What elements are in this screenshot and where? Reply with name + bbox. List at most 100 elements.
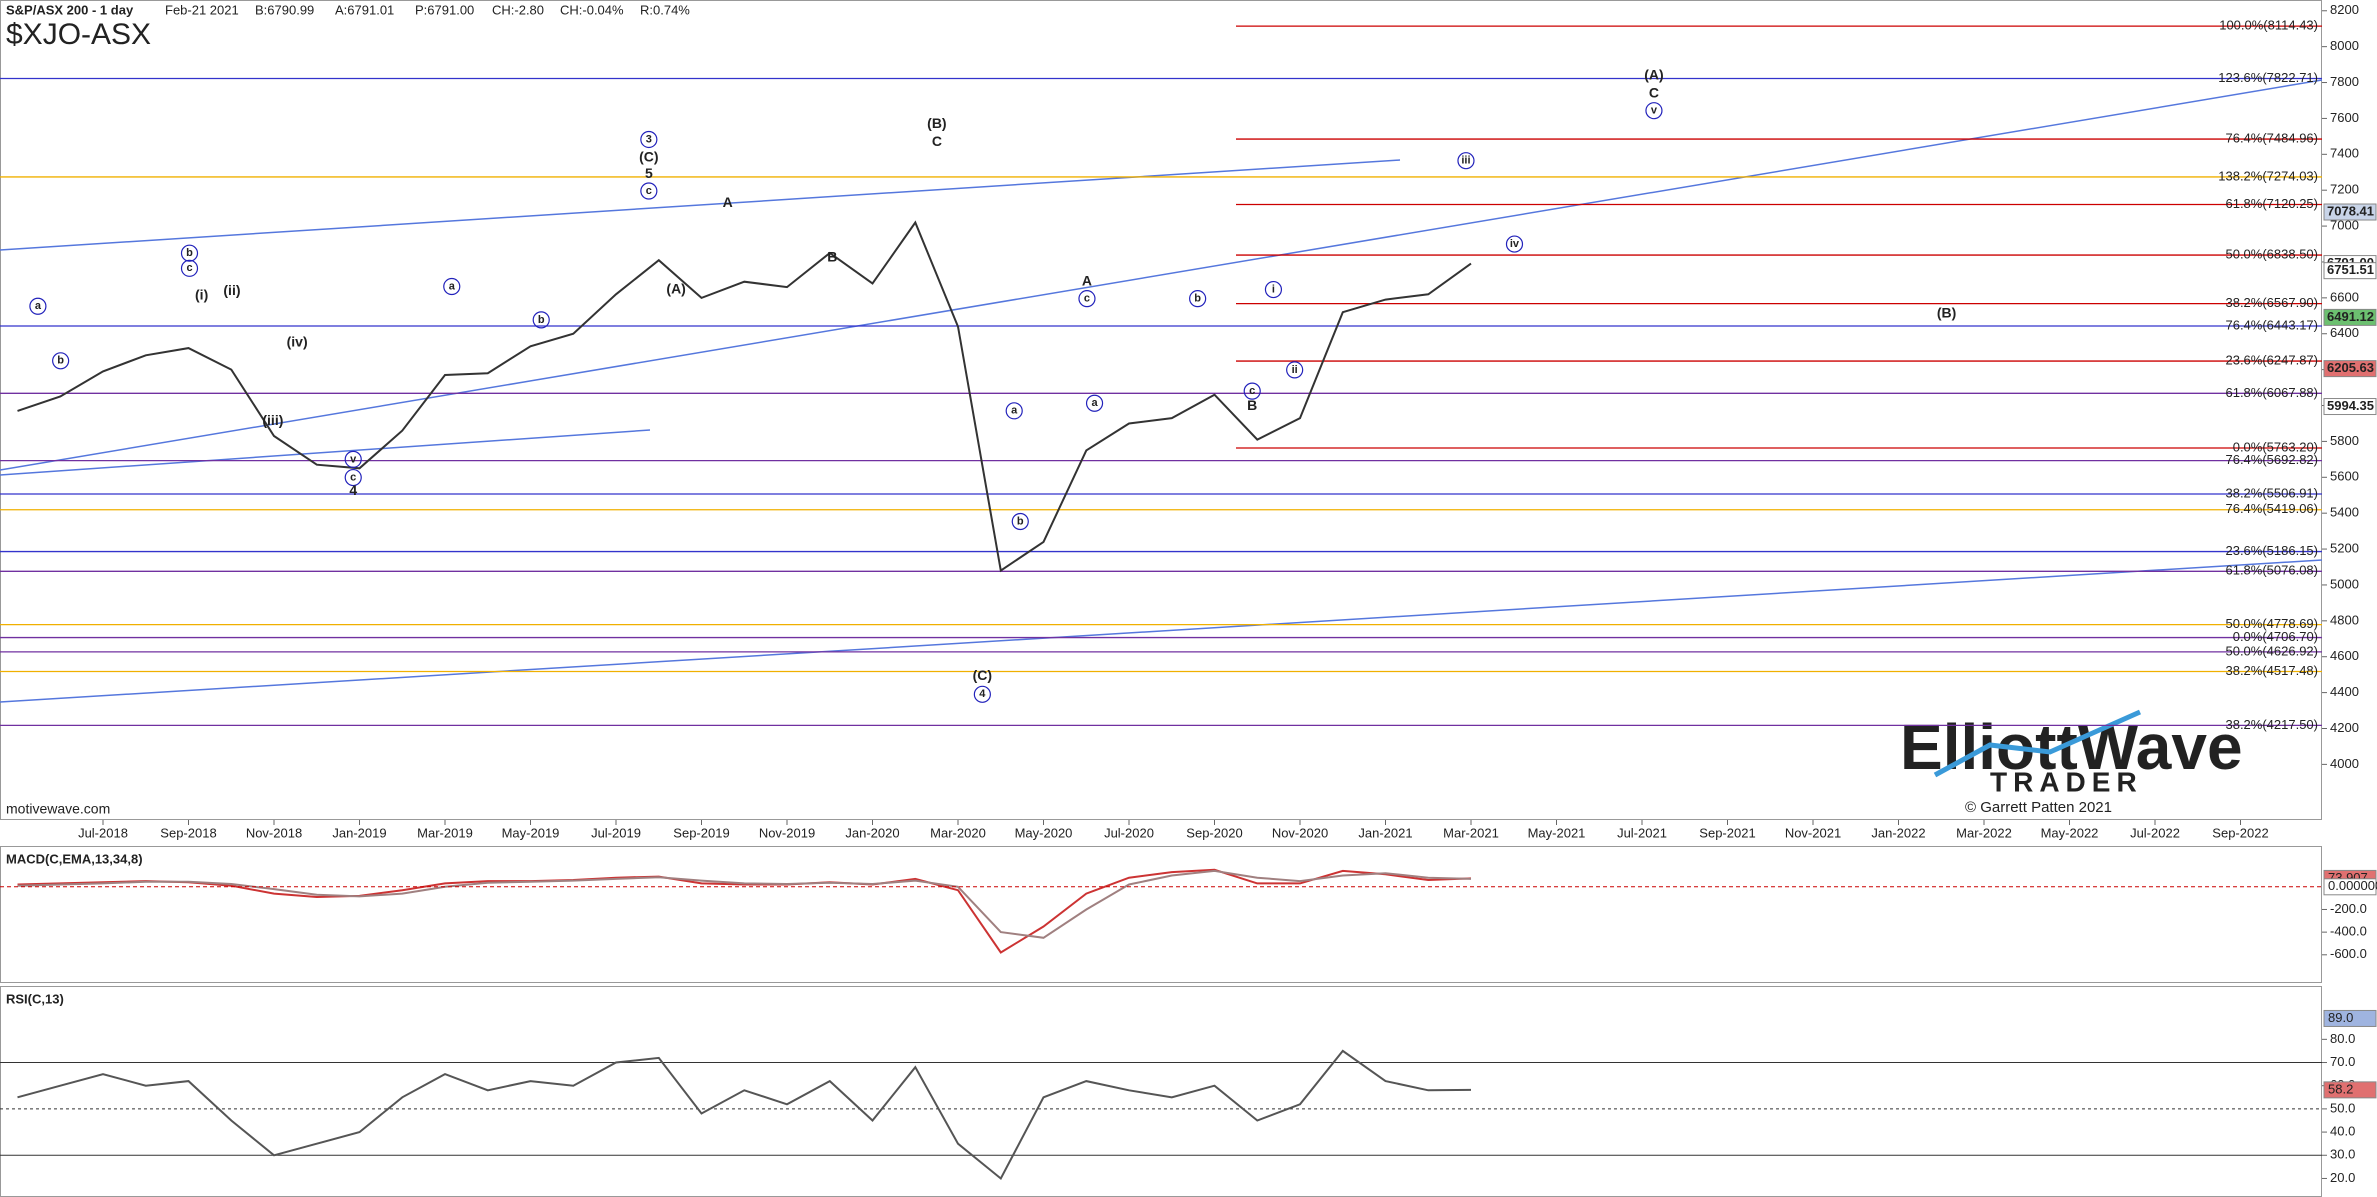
wave-circle: [1264, 280, 1283, 299]
symbol: $XJO-ASX: [6, 18, 151, 51]
x-tick-label: May-2019: [502, 825, 560, 840]
wave-label: c: [350, 471, 356, 483]
x-tick-label: Jan-2019: [332, 825, 386, 840]
wave-circle: [344, 450, 362, 468]
wave-label: a: [1011, 405, 1018, 417]
panel-title: MACD(C,EMA,13,34,8): [6, 851, 143, 866]
wave-label: v: [1651, 105, 1658, 117]
x-tick-label: Sep-2022: [2212, 825, 2268, 840]
fib-label: 38.2%(4217.50): [2225, 717, 2318, 732]
value-tag-label: 0.000000: [2328, 878, 2377, 893]
price-tag-label: 6205.63: [2327, 360, 2374, 375]
y-tick-label: 5400: [2330, 505, 2359, 520]
wave-label: (B): [1937, 305, 1956, 321]
fib-label: 0.0%(4706.70): [2233, 629, 2318, 644]
y-tick-label: 40.0: [2330, 1124, 2355, 1139]
y-tick-label: 6400: [2330, 325, 2359, 340]
header: S&P/ASX 200 - 1 day Feb-21 2021 B:6790.9…: [6, 2, 690, 17]
wave-circle: [973, 685, 991, 703]
wave-label: c: [1084, 293, 1090, 305]
wave-label: C: [932, 133, 942, 149]
wave-circle: [1505, 235, 1524, 253]
wave-circle: [1645, 102, 1663, 120]
fib-label: 38.2%(6567.90): [2225, 295, 2318, 310]
price-tag-label: 7078.41: [2327, 203, 2374, 218]
header-date: Feb-21 2021: [165, 2, 239, 17]
fib-label: 100.0%(8114.43): [2219, 18, 2318, 33]
wave-circle: [1189, 290, 1207, 308]
x-tick-label: Mar-2019: [417, 825, 473, 840]
fib-label: 61.8%(6067.88): [2225, 385, 2318, 400]
wave-label: 5: [645, 165, 653, 181]
price-tag: [2323, 360, 2377, 378]
value-tag: [2323, 878, 2377, 896]
watermark: motivewave.com: [6, 801, 110, 817]
macd-panel: [0, 846, 2322, 983]
trend-line: [0, 429, 651, 476]
x-tick-label: Nov-2018: [246, 825, 302, 840]
x-tick-label: Mar-2022: [1956, 825, 2012, 840]
wave-label: 3: [646, 133, 652, 145]
fib-label: 50.0%(6838.50): [2225, 246, 2318, 261]
wave-label: i: [1272, 283, 1275, 295]
wave-label: B: [1247, 397, 1257, 413]
x-tick-label: May-2021: [1528, 825, 1586, 840]
wave-label: (iv): [287, 333, 308, 349]
x-tick-label: Sep-2021: [1699, 825, 1755, 840]
wave-label: iii: [1461, 155, 1470, 167]
value-tag: [2323, 1081, 2377, 1099]
fib-label: 50.0%(4778.69): [2225, 616, 2318, 631]
wave-label: (ii): [223, 282, 240, 298]
logo: ElliottWave TRADER © Garrett Patten 2021: [1900, 709, 2243, 816]
wave-label: b: [1194, 293, 1201, 305]
wave-label: B: [827, 248, 837, 264]
y-tick-label: -200.0: [2330, 901, 2367, 916]
price-panel: [0, 0, 2322, 820]
y-tick-label: 8200: [2330, 2, 2359, 17]
y-tick-label: 7000: [2330, 218, 2359, 233]
price-tag: [2323, 203, 2377, 221]
wave-label: (A): [666, 280, 685, 296]
fib-label: 76.4%(6443.17): [2225, 317, 2318, 332]
x-tick-label: Sep-2018: [160, 825, 216, 840]
y-tick-label: -400.0: [2330, 924, 2367, 939]
header-price: P:6791.00: [415, 2, 474, 17]
x-tick-label: Jul-2022: [2130, 825, 2180, 840]
x-tick-label: Mar-2020: [930, 825, 986, 840]
price-tag-label: 6751.51: [2327, 262, 2374, 277]
price-tag: [2323, 398, 2377, 416]
x-tick-label: Jul-2019: [591, 825, 641, 840]
fib-label: 76.4%(5419.06): [2225, 501, 2318, 516]
y-tick-label: 70.0: [2330, 1054, 2355, 1069]
x-tick-label: Jan-2020: [845, 825, 899, 840]
wave-circle: [29, 297, 47, 315]
x-tick-label: May-2022: [2041, 825, 2099, 840]
wave-circle: [1286, 361, 1304, 379]
y-tick-label: 8000: [2330, 38, 2359, 53]
fib-label: 61.8%(7120.25): [2225, 196, 2318, 211]
header-change-pct: CH:-0.04%: [560, 2, 624, 17]
x-tick-label: Mar-2021: [1443, 825, 1499, 840]
wave-label: b: [186, 247, 193, 259]
logo-credit: © Garrett Patten 2021: [1965, 799, 2112, 816]
y-tick-label: 5200: [2330, 540, 2359, 555]
x-tick-label: Jul-2018: [78, 825, 128, 840]
fib-label: 123.6%(7822.71): [2218, 70, 2318, 85]
wave-circle: [180, 259, 199, 277]
logo-word: ElliottWave: [1900, 711, 2243, 783]
y-tick-label: 7800: [2330, 74, 2359, 89]
price-tag: [2323, 308, 2377, 326]
wave-label: A: [1082, 273, 1092, 289]
wave-label: (iii): [262, 412, 283, 428]
header-bid: B:6790.99: [255, 2, 314, 17]
header-range: R:0.74%: [640, 2, 690, 17]
wave-label: a: [35, 300, 42, 312]
y-tick-label: 5800: [2330, 433, 2359, 448]
wave-label: c: [1249, 385, 1255, 397]
x-tick-label: Nov-2019: [759, 825, 815, 840]
fib-label: 76.4%(5692.82): [2225, 452, 2318, 467]
wave-label: (B): [927, 115, 946, 131]
trend-line: [0, 159, 1401, 251]
wave-label: a: [449, 280, 456, 292]
y-tick-label: 4600: [2330, 648, 2359, 663]
